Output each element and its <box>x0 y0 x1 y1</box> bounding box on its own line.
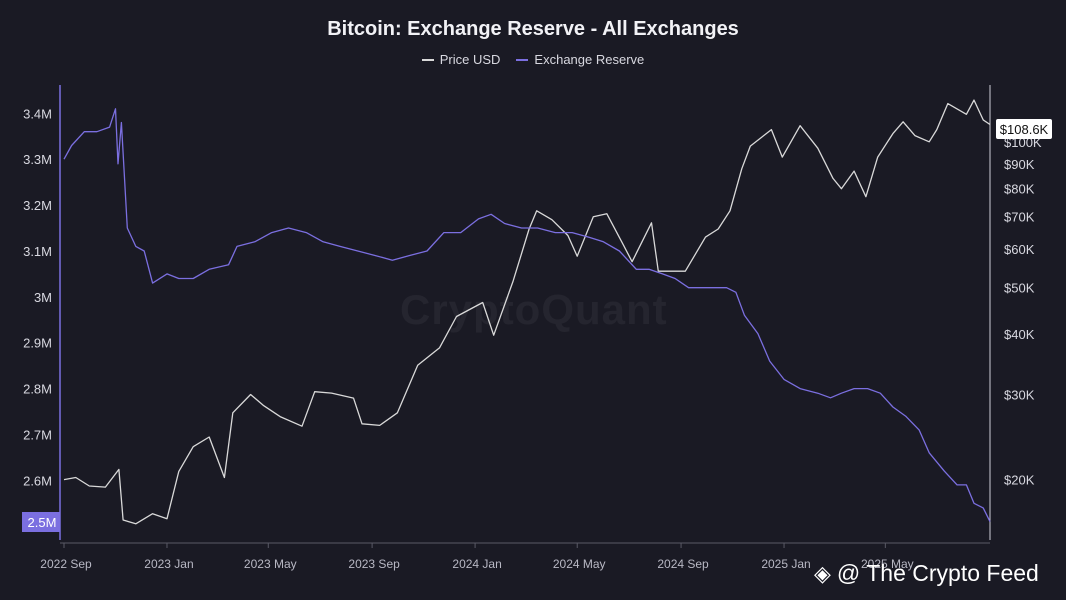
legend-label-price: Price USD <box>439 52 501 67</box>
right-tick-label-4: $60K <box>1004 242 1035 257</box>
right-current-value-label: $108.6K <box>1000 122 1049 137</box>
left-tick-label-0: 3.4M <box>23 106 52 121</box>
series-line-price-usd <box>63 99 991 525</box>
right-tick-label-5: $50K <box>1004 280 1035 295</box>
legend: Price USD Exchange Reserve <box>0 52 1066 67</box>
left-tick-label-5: 2.9M <box>23 336 52 351</box>
left-tick-label-4: 3M <box>34 290 52 305</box>
legend-item-reserve[interactable]: Exchange Reserve <box>516 52 644 67</box>
right-tick-label-3: $70K <box>1004 210 1035 225</box>
left-tick-label-8: 2.6M <box>23 473 52 488</box>
x-tick-label-5: 2024 May <box>553 557 606 571</box>
left-tick-label-3: 3.1M <box>23 244 52 259</box>
left-tick-label-7: 2.7M <box>23 427 52 442</box>
x-tick-label-4: 2024 Jan <box>452 557 501 571</box>
x-tick-label-6: 2024 Sep <box>657 557 709 571</box>
series-line-exchange-reserve <box>63 108 991 522</box>
legend-label-reserve: Exchange Reserve <box>534 52 645 67</box>
x-tick-label-3: 2023 Sep <box>348 557 400 571</box>
left-tick-label-1: 3.3M <box>23 152 52 167</box>
brand-credit: ◈ @ The Crypto Feed <box>814 560 1039 587</box>
legend-swatch-reserve <box>516 58 529 61</box>
right-tick-label-1: $90K <box>1004 157 1035 172</box>
right-tick-label-6: $40K <box>1004 327 1035 342</box>
right-tick-label-7: $30K <box>1004 388 1035 403</box>
legend-item-price[interactable]: Price USD <box>421 52 501 67</box>
x-tick-label-1: 2023 Jan <box>144 557 193 571</box>
legend-swatch-price <box>421 58 434 61</box>
left-tick-label-6: 2.8M <box>23 382 52 397</box>
left-current-value-label: 2.5M <box>28 515 57 530</box>
chart-title: Bitcoin: Exchange Reserve - All Exchange… <box>327 18 739 40</box>
brand-text: @ The Crypto Feed <box>836 560 1039 586</box>
watermark: CryptoQuant <box>400 286 668 333</box>
binance-diamond-icon: ◈ <box>814 560 831 586</box>
left-current-value-box <box>22 512 60 532</box>
right-tick-label-2: $80K <box>1004 182 1035 197</box>
x-tick-label-8: 2025 May <box>861 557 914 571</box>
right-current-value-box <box>996 119 1052 139</box>
x-tick-label-7: 2025 Jan <box>761 557 810 571</box>
x-tick-label-0: 2022 Sep <box>40 557 92 571</box>
right-tick-label-8: $20K <box>1004 473 1035 488</box>
left-tick-label-2: 3.2M <box>23 198 52 213</box>
x-tick-label-2: 2023 May <box>244 557 297 571</box>
